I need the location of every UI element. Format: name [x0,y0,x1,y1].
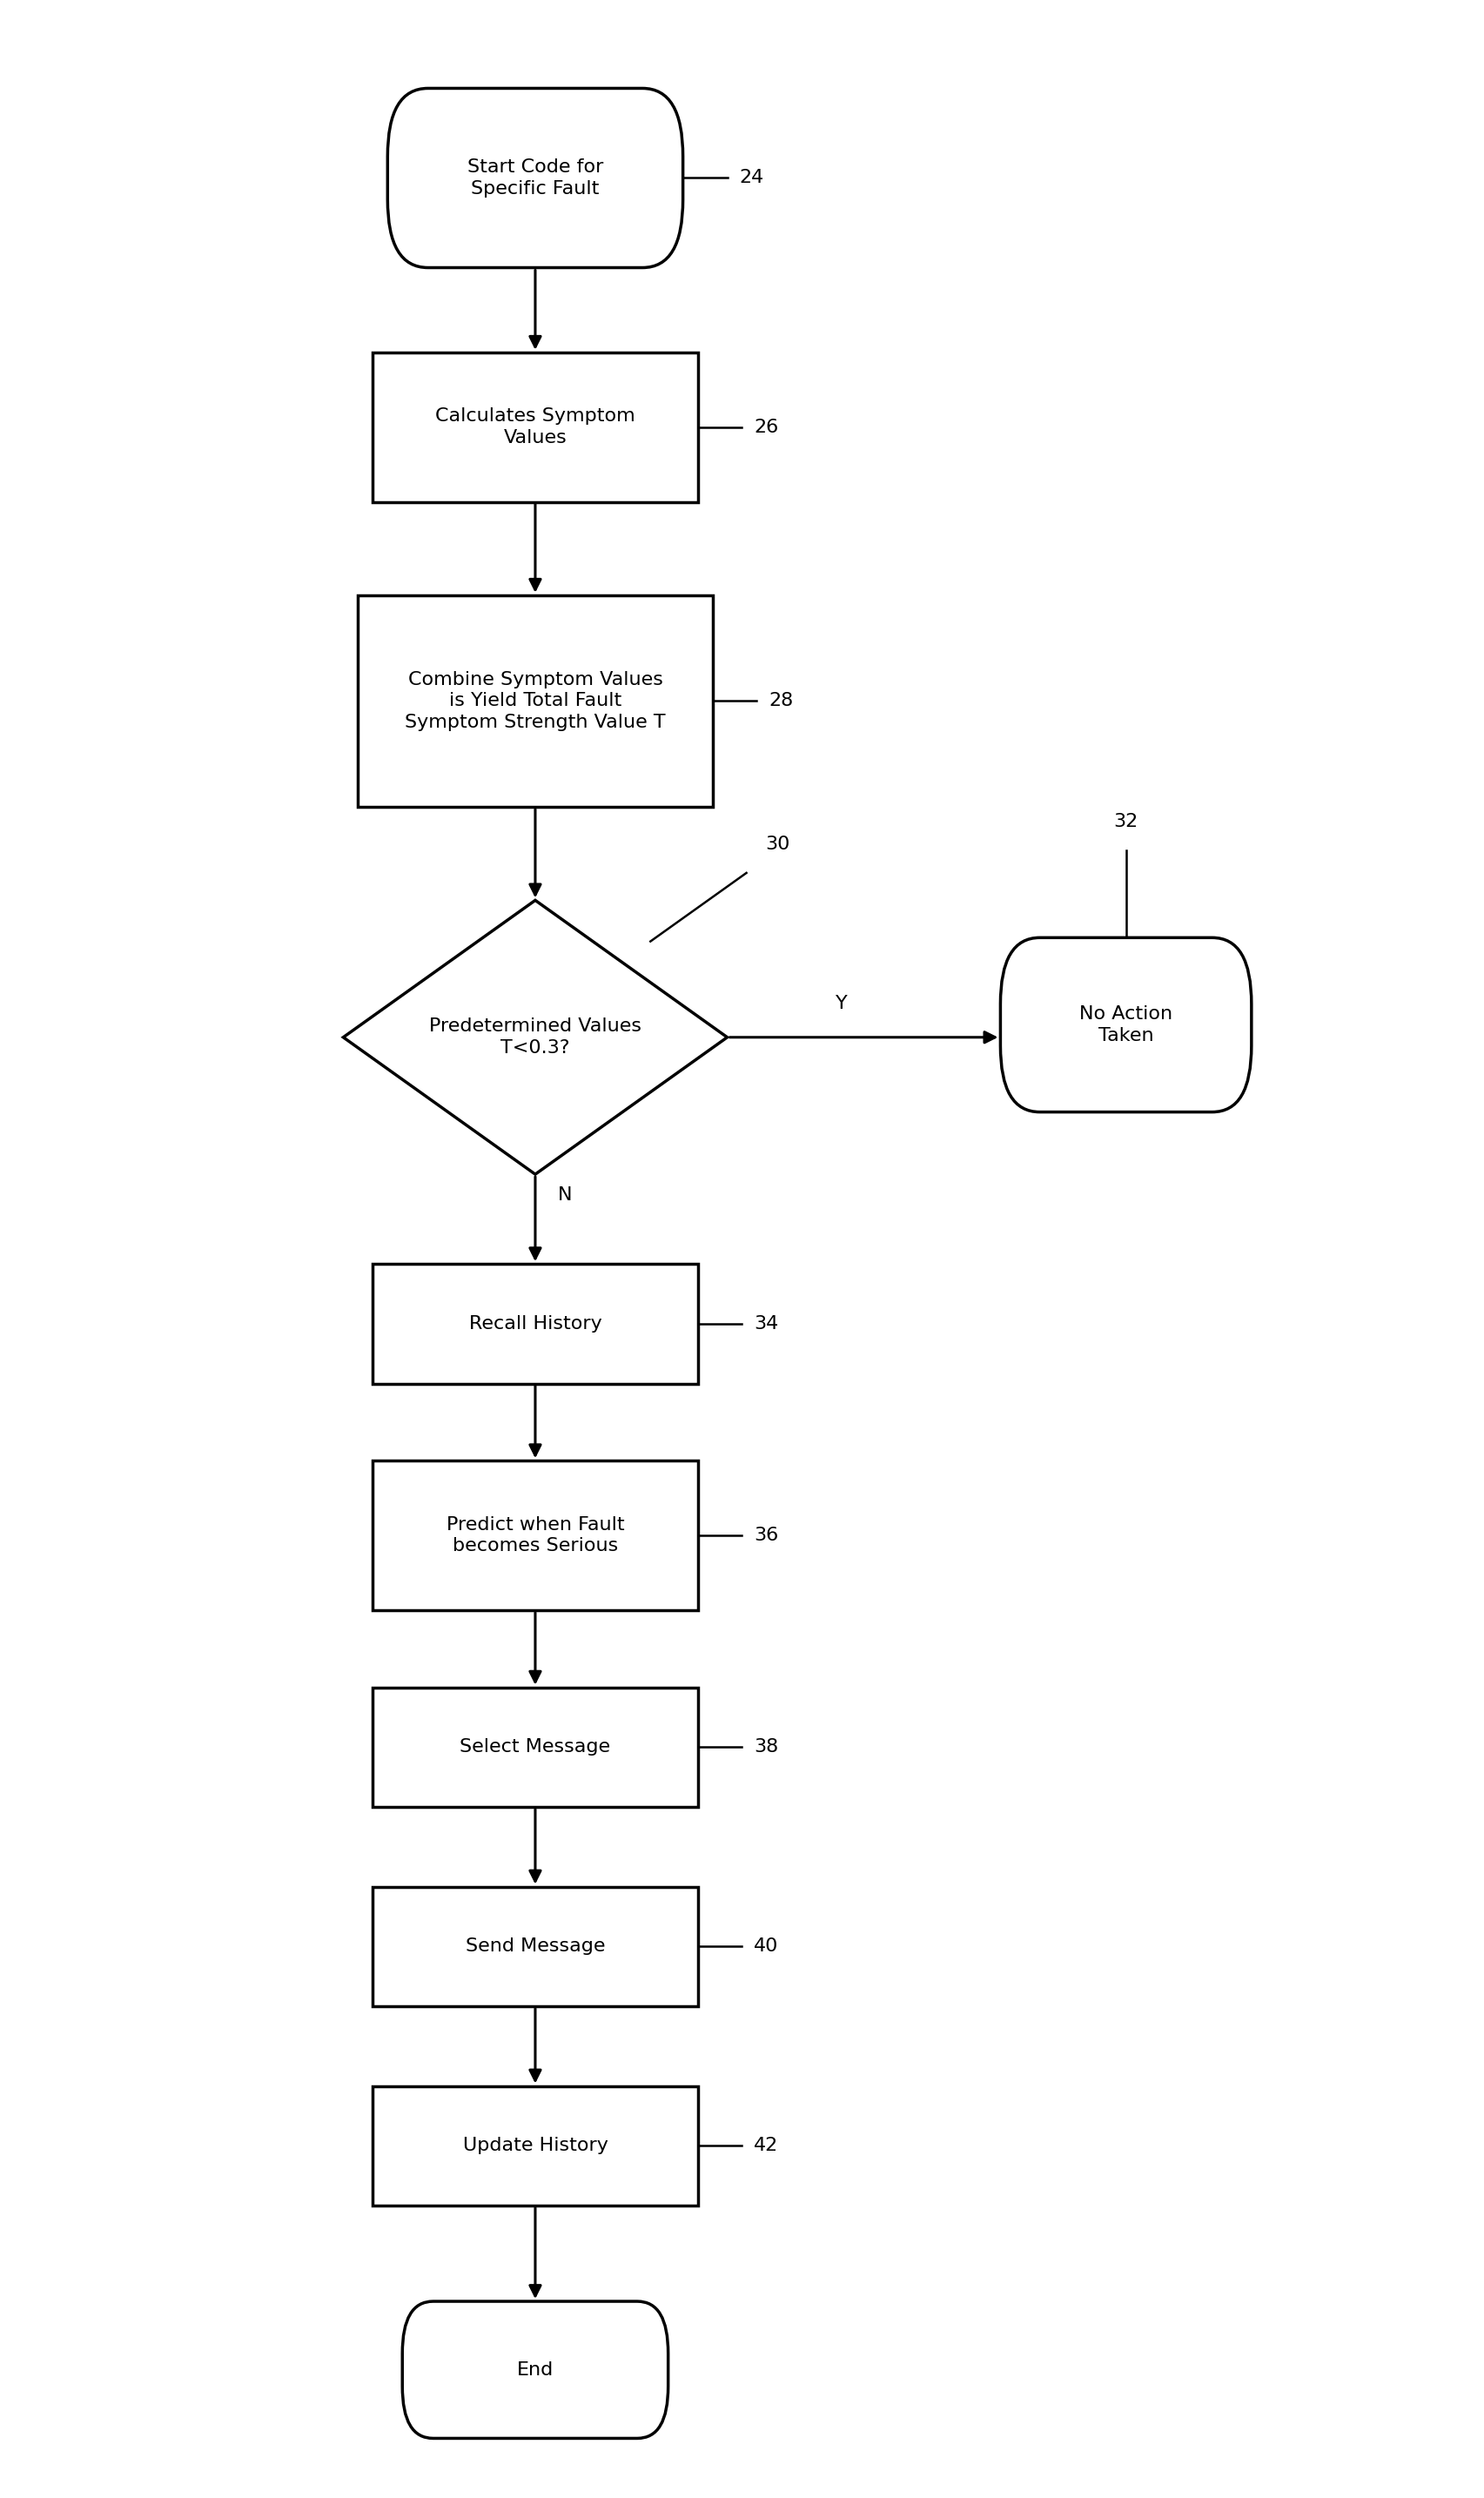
Text: 40: 40 [754,1938,779,1956]
Text: 34: 34 [754,1314,779,1331]
Text: Start Code for
Specific Fault: Start Code for Specific Fault [467,157,604,197]
Text: Combine Symptom Values
is Yield Total Fault
Symptom Strength Value T: Combine Symptom Values is Yield Total Fa… [405,672,666,732]
Text: 32: 32 [1113,814,1138,829]
Text: 30: 30 [766,834,791,852]
Text: 38: 38 [754,1739,779,1756]
Bar [372,2086,697,2206]
FancyBboxPatch shape [387,87,683,267]
Text: 42: 42 [754,2136,779,2153]
Text: Recall History: Recall History [469,1314,601,1331]
Text: No Action
Taken: No Action Taken [1079,1004,1172,1044]
Text: Y: Y [835,994,847,1012]
Text: Predetermined Values
T<0.3?: Predetermined Values T<0.3? [429,1017,641,1057]
Text: 28: 28 [769,692,792,709]
Text: Predict when Fault
becomes Serious: Predict when Fault becomes Serious [447,1516,625,1554]
Bar [372,1686,697,1806]
Bar [372,1461,697,1611]
FancyBboxPatch shape [402,2301,668,2438]
Bar [372,1264,697,1384]
FancyBboxPatch shape [1000,937,1251,1112]
Text: 26: 26 [754,417,779,435]
Text: 36: 36 [754,1526,779,1544]
Bar [358,595,712,807]
Text: 24: 24 [739,170,764,187]
Text: Select Message: Select Message [460,1739,610,1756]
Bar [372,352,697,502]
Text: Calculates Symptom
Values: Calculates Symptom Values [435,407,635,447]
Bar [372,1886,697,2006]
Text: Send Message: Send Message [466,1938,605,1956]
Text: N: N [558,1187,571,1204]
Text: Update History: Update History [463,2136,608,2153]
Text: End: End [516,2361,554,2378]
Polygon shape [343,899,727,1174]
